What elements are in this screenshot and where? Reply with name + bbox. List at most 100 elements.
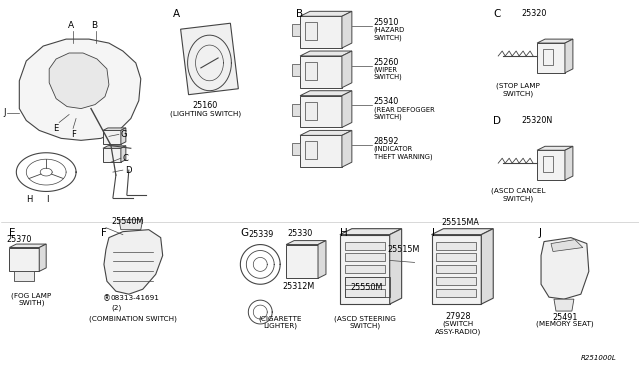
Text: J: J xyxy=(4,108,6,117)
Text: 25540M: 25540M xyxy=(111,217,143,226)
Polygon shape xyxy=(342,131,352,167)
Polygon shape xyxy=(537,146,573,150)
Text: 25340: 25340 xyxy=(374,97,399,106)
Polygon shape xyxy=(300,51,352,56)
Polygon shape xyxy=(565,39,573,73)
Polygon shape xyxy=(103,148,121,162)
Polygon shape xyxy=(300,135,342,167)
Text: F: F xyxy=(101,228,107,238)
Text: 25339: 25339 xyxy=(248,230,274,239)
Text: I: I xyxy=(431,228,435,238)
Bar xyxy=(345,277,390,297)
Text: (CIGARETTE
LIGHTER): (CIGARETTE LIGHTER) xyxy=(259,315,302,329)
Polygon shape xyxy=(481,229,493,304)
Bar xyxy=(436,241,476,250)
Text: 25491: 25491 xyxy=(552,313,578,322)
Polygon shape xyxy=(119,220,143,230)
Polygon shape xyxy=(39,244,46,271)
Polygon shape xyxy=(342,11,352,48)
Polygon shape xyxy=(292,104,300,116)
Bar xyxy=(543,156,553,172)
Text: I: I xyxy=(46,195,49,204)
Text: ®: ® xyxy=(103,294,111,303)
Text: (WIPER
SWITCH): (WIPER SWITCH) xyxy=(374,67,403,80)
Polygon shape xyxy=(300,56,342,88)
Polygon shape xyxy=(342,51,352,88)
Text: (COMBINATION SWITCH): (COMBINATION SWITCH) xyxy=(89,315,177,321)
Text: G: G xyxy=(121,130,127,139)
Text: (INDICATOR
THEFT WARNING): (INDICATOR THEFT WARNING) xyxy=(374,146,433,160)
Text: B: B xyxy=(91,21,97,30)
Text: H: H xyxy=(340,228,348,238)
Bar xyxy=(345,289,385,297)
Polygon shape xyxy=(292,64,300,76)
Text: 25260: 25260 xyxy=(374,58,399,67)
Text: 27928: 27928 xyxy=(445,312,471,321)
Text: 25330: 25330 xyxy=(287,229,312,238)
Polygon shape xyxy=(431,235,481,304)
Text: D: D xyxy=(125,166,131,174)
Polygon shape xyxy=(292,24,300,36)
Polygon shape xyxy=(340,235,390,304)
Text: (2): (2) xyxy=(111,304,121,311)
Text: J: J xyxy=(539,228,542,238)
Text: 25550M: 25550M xyxy=(351,283,383,292)
Polygon shape xyxy=(180,23,238,95)
Polygon shape xyxy=(10,244,46,247)
Text: B: B xyxy=(296,9,303,19)
Polygon shape xyxy=(292,143,300,155)
Text: 25312M: 25312M xyxy=(282,282,314,291)
Polygon shape xyxy=(121,146,126,162)
Text: C: C xyxy=(493,9,500,19)
Polygon shape xyxy=(19,39,141,140)
Text: (SWITCH
ASSY-RADIO): (SWITCH ASSY-RADIO) xyxy=(435,321,481,335)
Polygon shape xyxy=(286,241,326,244)
Bar xyxy=(345,265,385,273)
Text: 25515M: 25515M xyxy=(388,245,420,254)
Polygon shape xyxy=(342,91,352,128)
Polygon shape xyxy=(537,150,565,180)
Polygon shape xyxy=(300,131,352,135)
Bar xyxy=(345,241,385,250)
Bar xyxy=(345,277,385,285)
Text: A: A xyxy=(68,21,74,30)
Polygon shape xyxy=(318,241,326,278)
Polygon shape xyxy=(541,238,589,299)
Text: (REAR DEFOGGER
SWITCH): (REAR DEFOGGER SWITCH) xyxy=(374,106,435,120)
Text: D: D xyxy=(493,116,501,125)
Text: (STOP LAMP
SWITCH): (STOP LAMP SWITCH) xyxy=(496,83,540,97)
Text: F: F xyxy=(70,131,76,140)
Polygon shape xyxy=(103,128,126,131)
Bar xyxy=(305,102,317,119)
Text: (ASCD STEERING
SWITCH): (ASCD STEERING SWITCH) xyxy=(334,315,396,329)
Polygon shape xyxy=(104,230,163,294)
Polygon shape xyxy=(537,39,573,43)
Text: 25320N: 25320N xyxy=(521,116,552,125)
Bar xyxy=(543,49,553,65)
Text: 25515MA: 25515MA xyxy=(442,218,479,227)
Text: 25910: 25910 xyxy=(374,18,399,27)
Text: (LIGHTING SWITCH): (LIGHTING SWITCH) xyxy=(170,110,241,117)
Text: (MEMORY SEAT): (MEMORY SEAT) xyxy=(536,321,594,327)
Polygon shape xyxy=(300,16,342,48)
Text: (FOG LAMP
SWITH): (FOG LAMP SWITH) xyxy=(11,292,51,306)
Text: E: E xyxy=(10,228,16,238)
Text: (HAZARD
SWITCH): (HAZARD SWITCH) xyxy=(374,27,405,41)
Bar xyxy=(436,253,476,262)
Text: C: C xyxy=(123,154,129,163)
Text: 25370: 25370 xyxy=(6,235,32,244)
Text: (ASCD CANCEL
SWITCH): (ASCD CANCEL SWITCH) xyxy=(491,188,545,202)
Polygon shape xyxy=(300,96,342,128)
Polygon shape xyxy=(537,43,565,73)
Text: 25320: 25320 xyxy=(521,9,547,18)
Bar xyxy=(305,141,317,159)
Polygon shape xyxy=(300,11,352,16)
Text: G: G xyxy=(241,228,248,238)
Bar xyxy=(345,253,385,262)
Bar xyxy=(305,22,317,40)
Polygon shape xyxy=(10,247,39,271)
Polygon shape xyxy=(286,244,318,278)
Bar xyxy=(436,265,476,273)
Text: 28592: 28592 xyxy=(374,137,399,146)
Text: A: A xyxy=(173,9,180,19)
